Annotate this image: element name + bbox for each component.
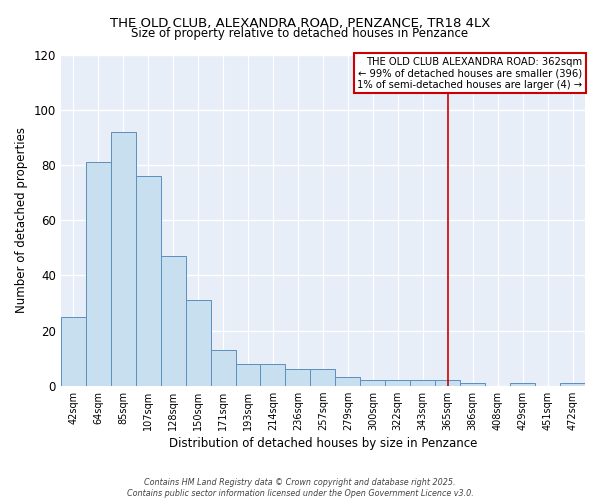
Bar: [161, 256, 185, 386]
Text: Size of property relative to detached houses in Penzance: Size of property relative to detached ho…: [131, 28, 469, 40]
Bar: [260, 364, 286, 386]
Bar: [435, 380, 460, 386]
Bar: [385, 380, 410, 386]
Bar: [560, 383, 585, 386]
Text: THE OLD CLUB ALEXANDRA ROAD: 362sqm
← 99% of detached houses are smaller (396)
1: THE OLD CLUB ALEXANDRA ROAD: 362sqm ← 99…: [357, 56, 583, 90]
Text: Contains HM Land Registry data © Crown copyright and database right 2025.
Contai: Contains HM Land Registry data © Crown c…: [127, 478, 473, 498]
Bar: [310, 369, 335, 386]
Y-axis label: Number of detached properties: Number of detached properties: [15, 128, 28, 314]
Bar: [335, 378, 361, 386]
X-axis label: Distribution of detached houses by size in Penzance: Distribution of detached houses by size …: [169, 437, 477, 450]
Text: THE OLD CLUB, ALEXANDRA ROAD, PENZANCE, TR18 4LX: THE OLD CLUB, ALEXANDRA ROAD, PENZANCE, …: [110, 18, 490, 30]
Bar: [185, 300, 211, 386]
Bar: [236, 364, 260, 386]
Bar: [361, 380, 385, 386]
Bar: [111, 132, 136, 386]
Bar: [410, 380, 435, 386]
Bar: [510, 383, 535, 386]
Bar: [86, 162, 111, 386]
Bar: [211, 350, 236, 386]
Bar: [61, 317, 86, 386]
Bar: [460, 383, 485, 386]
Bar: [286, 369, 310, 386]
Bar: [136, 176, 161, 386]
